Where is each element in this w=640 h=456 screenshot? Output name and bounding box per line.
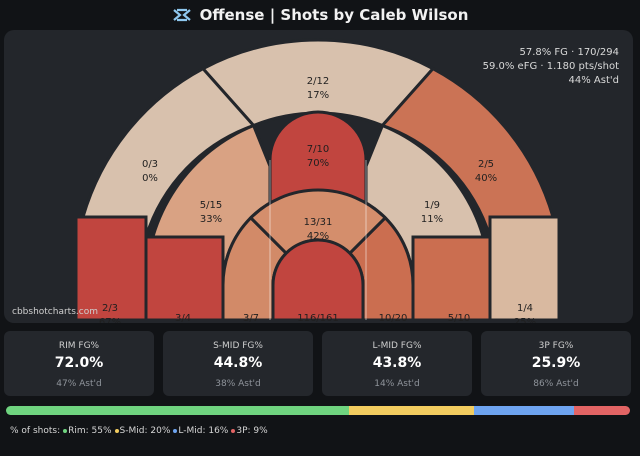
zone-top-3 bbox=[200, 38, 436, 128]
stat-card-value: 25.9% bbox=[531, 355, 581, 371]
page-header: Offense | Shots by Caleb Wilson bbox=[0, 0, 640, 30]
shot-distribution-legend: % of shots: Rim: 55% S-Mid: 20% L-Mid: 1… bbox=[10, 426, 268, 436]
zone-pct-left-wing-3: 0% bbox=[142, 173, 158, 184]
zone-label-right-wing-3: 2/5 bbox=[478, 159, 494, 170]
zone-pct-right-wing-3: 40% bbox=[475, 173, 497, 184]
stat-card-label: 3P FG% bbox=[538, 341, 574, 351]
zone-label-top-3: 2/12 bbox=[307, 76, 329, 87]
stat-card-assisted: 38% Ast'd bbox=[215, 379, 261, 389]
zone-label-left-short: 3/7 bbox=[243, 313, 259, 323]
legend-dot-s-mid bbox=[114, 428, 119, 433]
stat-card-assisted: 14% Ast'd bbox=[374, 379, 420, 389]
zone-label-right-wing-mid: 1/9 bbox=[424, 200, 440, 211]
legend-item-rim: Rim: 55% bbox=[68, 426, 112, 436]
zone-pct-right-corner-3: 25% bbox=[514, 317, 536, 323]
zone-pct-paint-upper: 42% bbox=[307, 231, 329, 242]
stat-card-label: RIM FG% bbox=[58, 341, 100, 351]
zone-label-left-wing-mid: 5/15 bbox=[200, 200, 222, 211]
legend-dot-rim bbox=[63, 428, 68, 433]
shot-distribution-bar bbox=[6, 406, 630, 415]
zone-pct-ft-circle: 70% bbox=[307, 158, 329, 169]
legend-dot-3p bbox=[231, 428, 236, 433]
lane-lines bbox=[269, 160, 367, 320]
legend-prefix: % of shots: bbox=[10, 426, 61, 436]
watermark: cbbshotcharts.com bbox=[12, 307, 98, 317]
summary-efg: 59.0% eFG · 1.180 pts/shot bbox=[482, 61, 619, 72]
shot-chart: 116/16172%13/3142%3/743%10/2050%7/1070%5… bbox=[4, 30, 633, 323]
stat-card-label: L-MID FG% bbox=[372, 341, 422, 351]
legend-item-3p: 3P: 9% bbox=[236, 426, 268, 436]
zone-rim bbox=[271, 238, 365, 322]
legend-item-s-mid: S-Mid: 20% bbox=[119, 426, 171, 436]
legend-dot-l-mid bbox=[173, 428, 178, 433]
stat-card-rim: RIM FG% 72.0% 47% Ast'd bbox=[4, 331, 154, 396]
stat-card-3p: 3P FG% 25.9% 86% Ast'd bbox=[481, 331, 631, 396]
zone-pct-right-wing-mid: 11% bbox=[421, 214, 443, 225]
stat-card-l-mid: L-MID FG% 43.8% 14% Ast'd bbox=[322, 331, 472, 396]
zone-left-corner-3 bbox=[74, 215, 148, 322]
zone-label-right-baseline-mid: 5/10 bbox=[448, 313, 470, 323]
zone-label-rim: 116/161 bbox=[297, 313, 339, 323]
zone-label-left-corner-3: 2/3 bbox=[102, 303, 118, 314]
zone-label-left-wing-3: 0/3 bbox=[142, 159, 158, 170]
distribution-segment-rim bbox=[6, 406, 350, 415]
zone-pct-left-corner-3: 67% bbox=[99, 317, 121, 323]
shot-chart-svg: 116/16172%13/3142%3/743%10/2050%7/1070%5… bbox=[74, 38, 561, 323]
stat-card-s-mid: S-MID FG% 44.8% 38% Ast'd bbox=[163, 331, 313, 396]
stat-card-assisted: 86% Ast'd bbox=[533, 379, 579, 389]
stat-card-value: 43.8% bbox=[372, 355, 422, 371]
stat-card-value: 44.8% bbox=[213, 355, 263, 371]
zone-left-baseline-mid bbox=[144, 235, 225, 322]
team-logo-icon bbox=[172, 8, 191, 22]
zone-pct-left-wing-mid: 33% bbox=[200, 214, 222, 225]
zone-label-right-short: 10/20 bbox=[379, 313, 408, 323]
summary-assisted: 44% Ast'd bbox=[568, 75, 619, 86]
stat-card-label: S-MID FG% bbox=[213, 341, 263, 351]
zone-label-ft-circle: 7/10 bbox=[307, 144, 329, 155]
legend-item-l-mid: L-Mid: 16% bbox=[178, 426, 229, 436]
stat-card-assisted: 47% Ast'd bbox=[56, 379, 102, 389]
zone-right-baseline-mid bbox=[411, 235, 492, 322]
zone-label-right-corner-3: 1/4 bbox=[517, 303, 533, 314]
zone-pct-top-3: 17% bbox=[307, 90, 329, 101]
summary-fg: 57.8% FG · 170/294 bbox=[519, 47, 619, 58]
stat-card-value: 72.0% bbox=[54, 355, 104, 371]
distribution-segment-s-mid bbox=[349, 406, 474, 415]
zone-label-left-baseline-mid: 3/4 bbox=[175, 313, 191, 323]
summary-stats: 57.8% FG · 170/294 59.0% eFG · 1.180 pts… bbox=[483, 46, 619, 88]
distribution-segment-l-mid bbox=[473, 406, 574, 415]
page-title: Offense | Shots by Caleb Wilson bbox=[199, 6, 469, 24]
zone-label-paint-upper: 13/31 bbox=[304, 217, 333, 228]
distribution-segment-3p bbox=[573, 406, 630, 415]
